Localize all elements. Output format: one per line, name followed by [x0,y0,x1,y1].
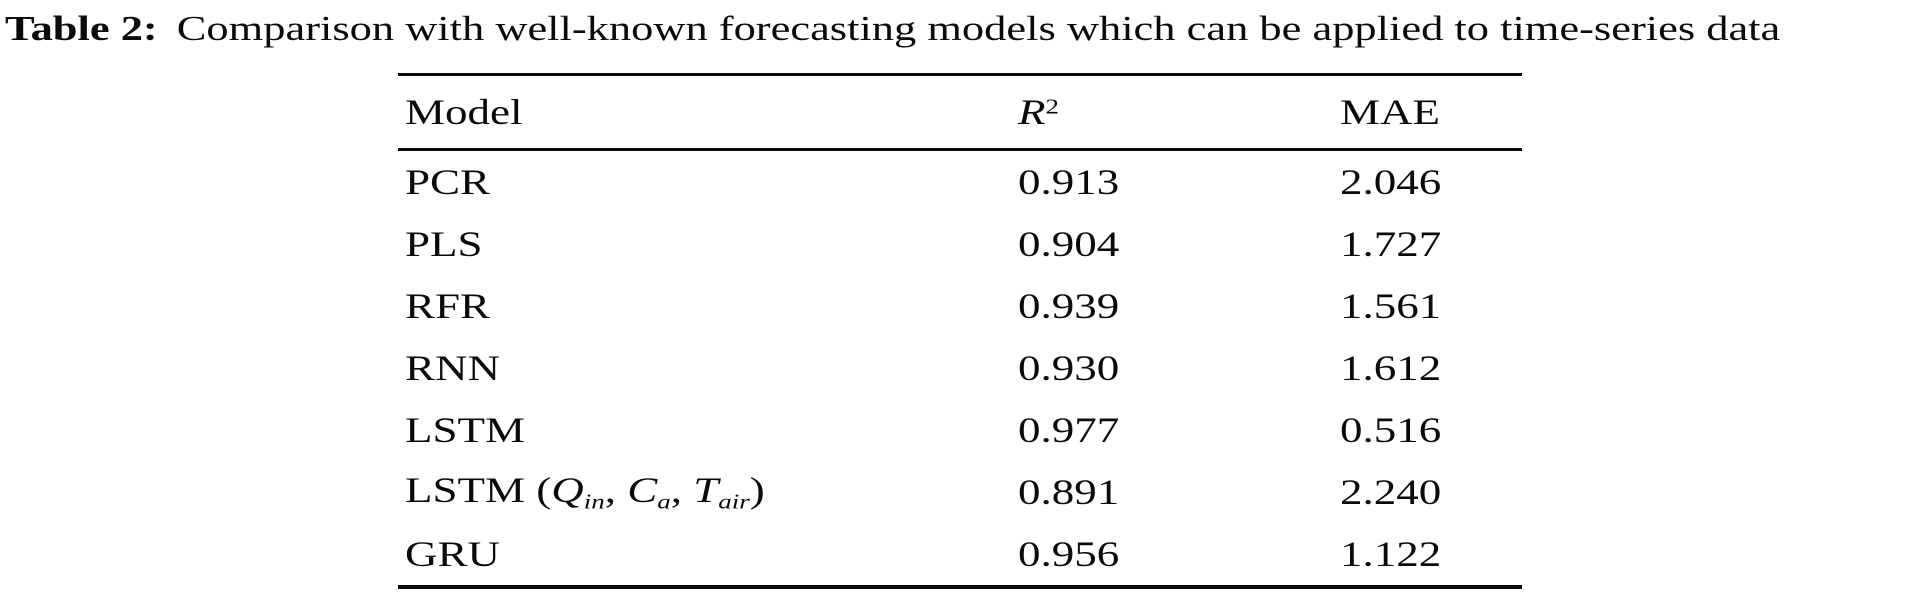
header-r2: R2 [1018,91,1340,133]
mae-cell-text: 0.516 [1340,410,1442,450]
r2-cell: 0.913 [1018,161,1340,203]
model-cell-text: GRU [405,533,500,575]
model-subscript: a [657,489,671,514]
model-cell: PCR [398,161,1018,203]
model-cell: RFR [398,285,1018,327]
model-subscript: in [583,489,605,514]
r2-cell-text: 0.913 [1018,162,1120,202]
r2-cell: 0.904 [1018,223,1340,265]
mae-cell: 1.612 [1340,347,1522,389]
caption-label: Table 2: [5,9,158,48]
table-row: GRU 0.956 1.122 [398,523,1522,585]
model-cell-text: RNN [405,347,500,389]
r2-cell-text: 0.930 [1018,348,1120,388]
mae-cell: 0.516 [1340,409,1522,451]
mae-cell-text: 1.612 [1340,348,1442,388]
model-subscript: air [718,489,750,514]
model-text-part: PCR [405,162,491,202]
table-row: PLS 0.904 1.727 [398,213,1522,275]
table-header-row: Model R2 MAE [398,76,1522,151]
mae-cell-text: 1.122 [1340,534,1442,574]
table-body: PCR 0.913 2.046 PLS 0.904 1.727 RFR 0.939 1.561 R… [398,151,1522,589]
model-text-part: T [693,470,719,511]
model-text-part: RFR [405,286,491,326]
model-cell: LSTM (Qin, Ca, Tair) [398,469,1018,514]
model-text-part: ) [749,470,765,511]
table-row: LSTM (Qin, Ca, Tair) 0.891 2.240 [398,461,1522,523]
model-text-part: C [627,470,658,511]
model-text-part: LSTM [405,410,526,450]
model-cell-text: PCR [405,161,490,203]
model-cell-text: LSTM (Qin, Ca, Tair) [405,469,765,514]
caption-text: Comparison with well-known forecasting m… [176,9,1781,48]
model-cell-text: RFR [405,285,490,327]
table-row: RNN 0.930 1.612 [398,337,1522,399]
model-text-part: Q [551,470,584,511]
mae-cell: 1.727 [1340,223,1522,265]
model-cell: RNN [398,347,1018,389]
mae-cell-text: 2.046 [1340,162,1442,202]
results-table: Model R2 MAE PCR 0.913 2.046 PLS 0.904 1.727 R… [398,73,1522,589]
table-caption: Table 2: Comparison with well-known forec… [5,6,1780,52]
model-text-part: PLS [405,224,483,264]
mae-cell: 2.240 [1340,471,1522,513]
r2-cell-text: 0.891 [1018,472,1120,512]
mae-cell: 2.046 [1340,161,1522,203]
table-row: LSTM 0.977 0.516 [398,399,1522,461]
model-text-part: GRU [405,534,501,574]
r2-cell-text: 0.977 [1018,410,1120,450]
model-cell: PLS [398,223,1018,265]
header-r2-base: R [1018,92,1046,132]
mae-cell: 1.122 [1340,533,1522,575]
mae-cell-text: 1.727 [1340,224,1442,264]
model-cell: LSTM [398,409,1018,451]
model-cell-text: PLS [405,223,483,265]
header-model: Model [398,91,1018,133]
header-model-label: Model [405,92,523,132]
model-cell-text: LSTM [405,409,525,451]
mae-cell-text: 2.240 [1340,472,1442,512]
table-row: PCR 0.913 2.046 [398,151,1522,213]
mae-cell: 1.561 [1340,285,1522,327]
r2-cell-text: 0.939 [1018,286,1120,326]
r2-cell: 0.891 [1018,471,1340,513]
r2-cell: 0.930 [1018,347,1340,389]
model-text-part: LSTM ( [405,470,552,511]
r2-cell-text: 0.956 [1018,534,1120,574]
header-r2-superscript: 2 [1045,94,1059,119]
model-text-part: , [604,470,628,511]
model-text-part: RNN [405,348,501,388]
r2-cell: 0.939 [1018,285,1340,327]
table-row: RFR 0.939 1.561 [398,275,1522,337]
header-mae: MAE [1340,91,1522,133]
r2-cell: 0.956 [1018,533,1340,575]
model-cell: GRU [398,533,1018,575]
header-mae-label: MAE [1340,92,1440,132]
header-r2-label: R2 [1018,91,1059,133]
mae-cell-text: 1.561 [1340,286,1442,326]
r2-cell-text: 0.904 [1018,224,1120,264]
r2-cell: 0.977 [1018,409,1340,451]
model-text-part: , [670,470,694,511]
